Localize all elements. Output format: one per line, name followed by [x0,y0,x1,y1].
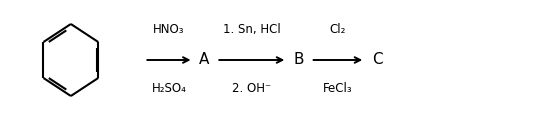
Text: 1. Sn, HCl: 1. Sn, HCl [223,23,281,36]
Text: HNO₃: HNO₃ [153,23,185,36]
Text: 2. OH⁻: 2. OH⁻ [232,82,271,95]
Text: H₂SO₄: H₂SO₄ [152,82,186,95]
Text: B: B [293,53,304,67]
Text: FeCl₃: FeCl₃ [323,82,353,95]
Text: Cl₂: Cl₂ [330,23,346,36]
Text: C: C [372,53,383,67]
Text: A: A [199,53,210,67]
